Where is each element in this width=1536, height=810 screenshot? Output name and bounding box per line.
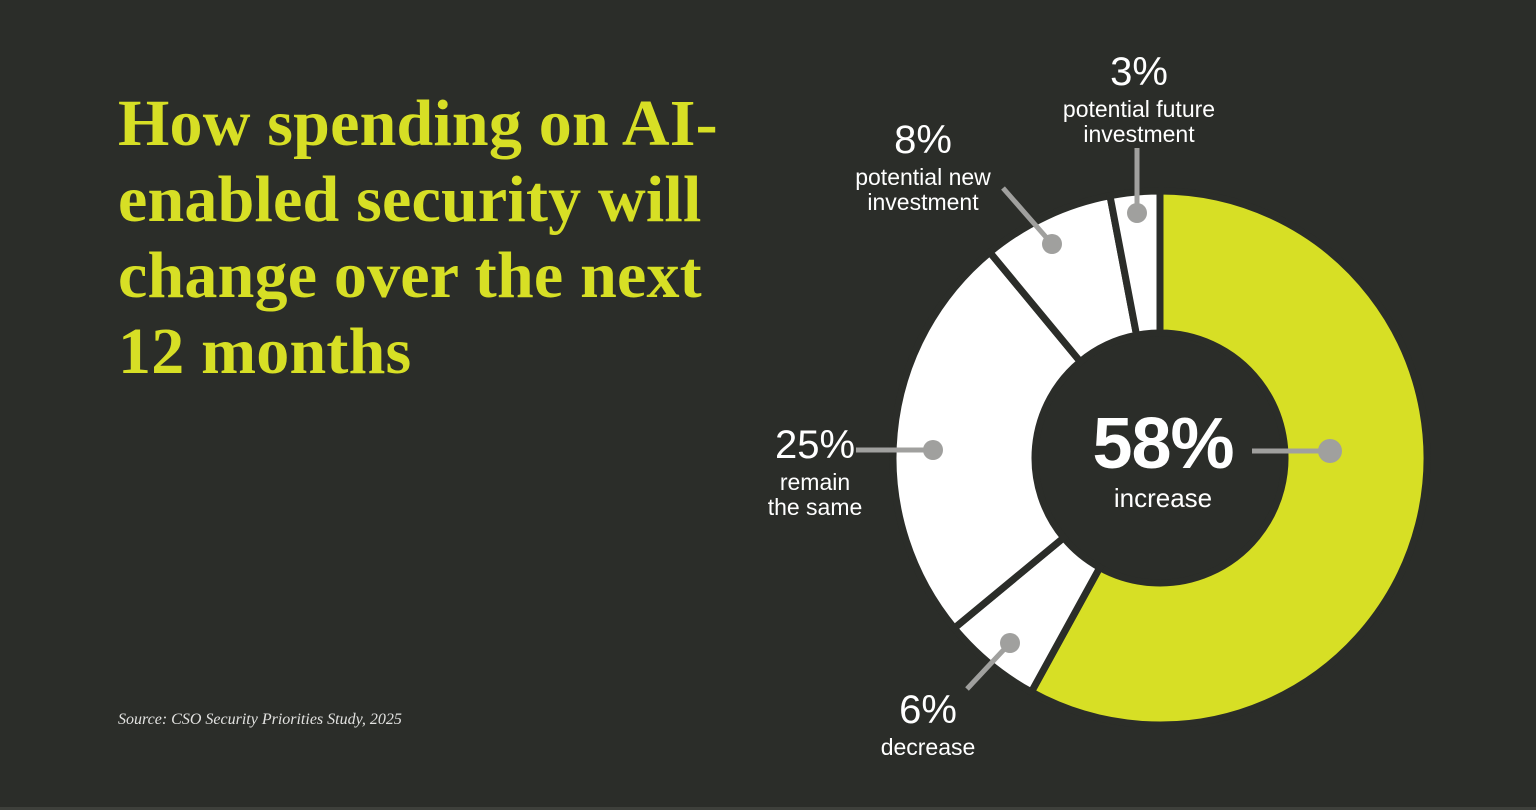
callout-decrease-label: decrease — [880, 734, 976, 760]
callout-new-investment: 8% potential new investment — [773, 118, 1073, 215]
donut-slices — [889, 187, 1431, 729]
callout-new-investment-label: potential new investment — [855, 164, 991, 215]
callout-remain-same: 25% remain the same — [665, 423, 965, 520]
callout-remain-same-value: 25% — [774, 423, 856, 467]
chart-title-line: 12 months — [118, 315, 412, 388]
callout-future-investment-value: 3% — [1110, 50, 1168, 94]
chart-title-line: change over the next — [118, 239, 702, 312]
donut-center-value: 58% — [1092, 404, 1234, 484]
callout-decrease: 6% decrease — [778, 688, 1078, 760]
leader-dot-new-investment — [1042, 234, 1062, 254]
leader-dot-decrease — [1000, 633, 1020, 653]
callout-future-investment: 3% potential future investment — [989, 50, 1289, 147]
chart-title: How spending on AI- enabled security wil… — [118, 86, 768, 390]
chart-title-line: enabled security will — [118, 163, 702, 236]
leader-line-new-investment — [1001, 186, 1054, 246]
callout-decrease-value: 6% — [899, 688, 957, 732]
donut-center-caption: increase — [1113, 483, 1213, 513]
bottom-edge-strip — [0, 807, 1536, 810]
leader-dot-future-investment — [1127, 203, 1147, 223]
donut-slice-remain-the-same — [889, 247, 1086, 634]
leader-dot-increase — [1318, 439, 1342, 463]
leader-lines — [856, 148, 1342, 691]
callout-remain-same-label: remain the same — [767, 469, 863, 520]
leader-line-decrease — [965, 641, 1012, 691]
donut-slice-increase — [1026, 187, 1431, 729]
donut-slice-potential-future-investment — [1105, 187, 1164, 340]
source-note: Source: CSO Security Priorities Study, 2… — [118, 711, 402, 728]
callout-future-investment-label: potential future investment — [1062, 96, 1216, 147]
donut-center-label: 58% increase — [1013, 408, 1313, 512]
leader-dot-remain-same — [923, 440, 943, 460]
callout-new-investment-value: 8% — [894, 118, 952, 162]
chart-title-line: How spending on AI- — [118, 87, 718, 160]
